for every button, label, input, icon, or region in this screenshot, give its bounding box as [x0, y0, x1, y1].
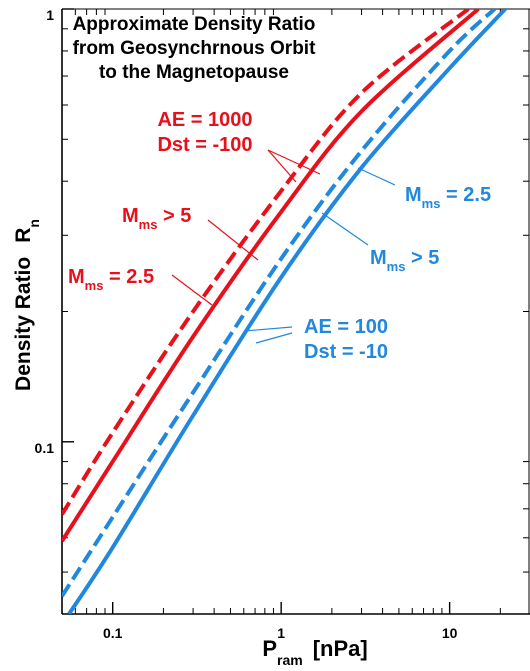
- blue-m25-rest: = 2.5: [440, 184, 491, 206]
- y-axis-label-sub: n: [26, 219, 42, 228]
- arrow-blue-ae-dashed: [243, 326, 293, 332]
- tick-labels: 0.1 1 10 0.1 1: [35, 7, 458, 641]
- red-m25-main: M: [68, 266, 85, 288]
- y-tick-label-0.1: 0.1: [35, 440, 55, 456]
- annotations: AE = 1000 Dst = -100 Mms > 5 Mms = 2.5 M…: [68, 109, 491, 363]
- x-axis-label-sub: ram: [277, 652, 303, 668]
- blue-m5-sub: ms: [387, 259, 406, 274]
- y-axis-label-symbol: R: [12, 228, 35, 243]
- red-m25-sub: ms: [85, 278, 104, 293]
- annotation-blue-dst: Dst = -10: [304, 341, 388, 363]
- red-m5-main: M: [122, 205, 139, 227]
- annotation-blue-ae: AE = 100: [304, 316, 388, 338]
- annotation-red-mms-gt5: Mms > 5: [122, 205, 191, 232]
- arrow-red-ae-solid: [267, 149, 321, 175]
- red-m25-rest: = 2.5: [103, 266, 154, 288]
- plot-frame: [61, 8, 530, 615]
- blue-m5-rest: > 5: [405, 247, 439, 269]
- blue-m25-main: M: [405, 184, 422, 206]
- arrow-blue-m5: [321, 212, 369, 246]
- x-tick-label-10: 10: [442, 625, 458, 641]
- arrow-blue-ae-solid: [255, 332, 293, 344]
- x-axis-label-unit: [nPa]: [313, 636, 368, 661]
- series-line-3: [67, 9, 507, 614]
- blue-m25-sub: ms: [422, 196, 441, 211]
- arrow-red-m5: [207, 219, 259, 261]
- series-line-1: [62, 9, 480, 543]
- red-m5-rest: > 5: [157, 205, 191, 227]
- arrow-red-m25: [171, 274, 213, 306]
- annotation-red-dst: Dst = -100: [157, 134, 252, 156]
- series-line-2: [62, 9, 496, 598]
- arrow-red-ae-dashed: [267, 149, 297, 183]
- title-line-2: from Geosynchrnous Orbit: [73, 38, 316, 59]
- minor-ticks: [62, 9, 529, 614]
- red-m5-sub: ms: [139, 217, 158, 232]
- major-ticks: [62, 8, 451, 614]
- annotation-red-ae: AE = 1000: [157, 109, 252, 131]
- title-line-1: Approximate Density Ratio: [73, 14, 316, 35]
- blue-m5-main: M: [370, 247, 387, 269]
- annotation-arrows: [171, 149, 396, 344]
- title-line-3: to the Magnetopause: [99, 62, 289, 83]
- x-axis-label-main: P: [262, 636, 277, 661]
- series-layer: [62, 9, 507, 614]
- y-tick-label-1: 1: [46, 7, 54, 23]
- annotation-blue-mms-gt5: Mms > 5: [370, 247, 439, 274]
- y-axis-label: Density Ratio Rn: [12, 219, 42, 391]
- series-line-0: [62, 9, 470, 516]
- chart-title: Approximate Density Ratio from Geosynchr…: [73, 14, 316, 83]
- annotation-blue-mms-2.5: Mms = 2.5: [405, 184, 491, 211]
- annotation-red-mms-2.5: Mms = 2.5: [68, 266, 154, 293]
- x-tick-label-1: 1: [277, 625, 285, 641]
- y-axis-label-main: Density Ratio: [12, 257, 35, 391]
- arrow-blue-m25: [357, 167, 396, 186]
- x-tick-label-0.1: 0.1: [103, 625, 123, 641]
- x-axis-label: Pram [nPa]: [262, 636, 367, 668]
